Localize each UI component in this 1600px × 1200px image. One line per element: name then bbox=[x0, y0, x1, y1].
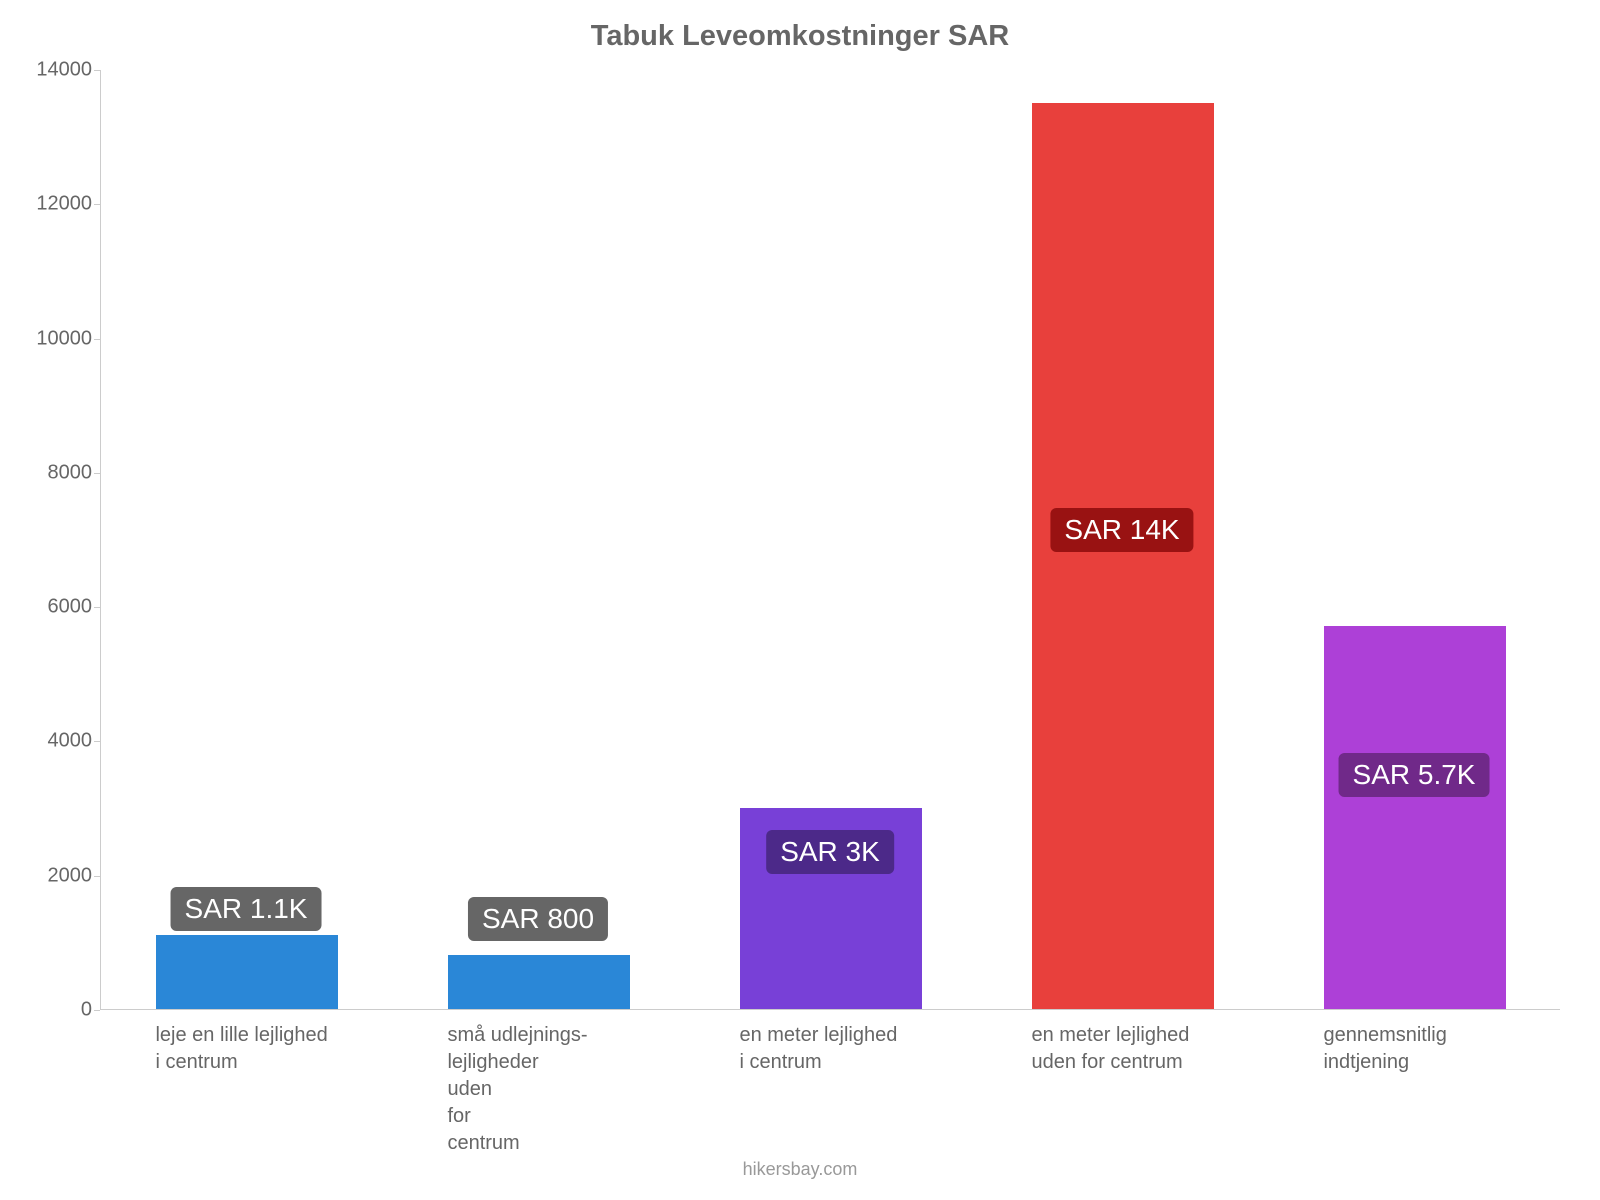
ytick-label: 14000 bbox=[36, 59, 92, 82]
ytick-mark bbox=[94, 607, 100, 608]
value-badge: SAR 1.1K bbox=[171, 887, 322, 931]
ytick-label: 10000 bbox=[36, 327, 92, 350]
value-badge: SAR 3K bbox=[766, 830, 894, 874]
value-badge: SAR 800 bbox=[468, 897, 608, 941]
ytick-mark bbox=[94, 70, 100, 71]
chart-title: Tabuk Leveomkostninger SAR bbox=[0, 20, 1600, 53]
bar bbox=[448, 955, 629, 1009]
ytick-label: 2000 bbox=[48, 864, 93, 887]
ytick-label: 8000 bbox=[48, 461, 93, 484]
xtick-label: små udlejnings-lejlighederudenforcentrum bbox=[447, 1022, 668, 1157]
ytick-label: 12000 bbox=[36, 193, 92, 216]
ytick-mark bbox=[94, 1010, 100, 1011]
xtick-label: gennemsnitligindtjening bbox=[1323, 1022, 1544, 1076]
bar bbox=[1032, 103, 1213, 1009]
value-badge: SAR 5.7K bbox=[1339, 753, 1490, 797]
ytick-label: 4000 bbox=[48, 730, 93, 753]
ytick-label: 0 bbox=[81, 999, 92, 1022]
xtick-label: en meter lejligheduden for centrum bbox=[1031, 1022, 1252, 1076]
ytick-mark bbox=[94, 876, 100, 877]
chart-container: Tabuk Leveomkostninger SAR hikersbay.com… bbox=[0, 0, 1600, 1200]
bar bbox=[156, 935, 337, 1009]
xtick-label: en meter lejlighedi centrum bbox=[739, 1022, 960, 1076]
ytick-mark bbox=[94, 204, 100, 205]
ytick-mark bbox=[94, 473, 100, 474]
ytick-mark bbox=[94, 741, 100, 742]
ytick-label: 6000 bbox=[48, 596, 93, 619]
credit-text: hikersbay.com bbox=[0, 1159, 1600, 1180]
ytick-mark bbox=[94, 339, 100, 340]
bar bbox=[1324, 626, 1505, 1009]
xtick-label: leje en lille lejlighedi centrum bbox=[155, 1022, 376, 1076]
value-badge: SAR 14K bbox=[1050, 508, 1193, 552]
